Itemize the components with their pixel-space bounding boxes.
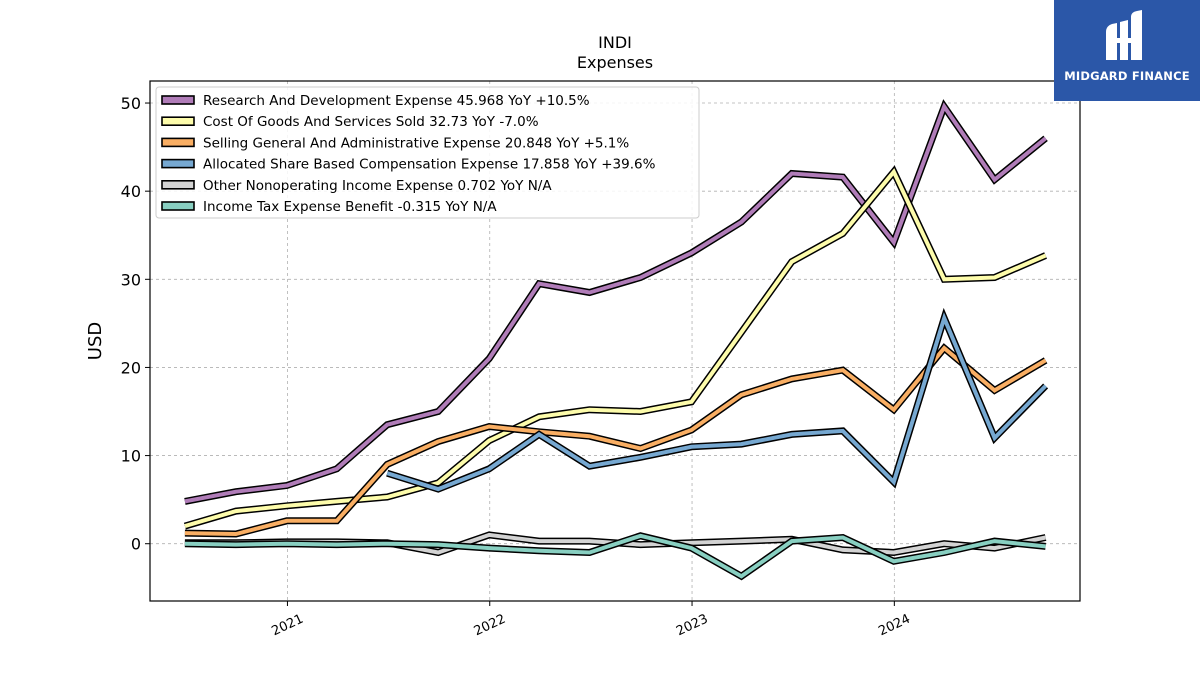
y-axis: 0 10 20 30 40 50	[121, 94, 150, 554]
y-tick-label: 10	[121, 447, 141, 466]
y-tick-label: 40	[121, 182, 141, 201]
legend: Research And Development Expense 45.968 …	[155, 86, 700, 219]
logo-mark-icon	[1106, 10, 1142, 60]
legend-swatch	[161, 201, 195, 211]
legend-swatch	[161, 158, 195, 169]
legend-swatch	[161, 137, 195, 148]
legend-box	[155, 86, 700, 219]
series-line	[184, 168, 1047, 529]
series-line	[184, 345, 1047, 537]
x-axis: 2021 2022 2023 2024	[269, 601, 913, 640]
series-1	[183, 165, 1047, 530]
x-tick-label: 2023	[674, 612, 710, 640]
series-layer	[183, 99, 1049, 581]
y-tick-label: 0	[131, 535, 141, 554]
legend-entry: Research And Development Expense 45.968 …	[203, 93, 590, 109]
legend-entry: Other Nonoperating Income Expense 0.702 …	[203, 178, 552, 194]
x-tick-label: 2024	[876, 612, 912, 640]
legend-swatch	[161, 180, 195, 190]
y-tick-label: 20	[121, 358, 141, 377]
y-tick-label: 50	[121, 94, 141, 113]
x-tick-label: 2021	[269, 612, 305, 640]
legend-entry: Allocated Share Based Compensation Expen…	[203, 157, 656, 173]
chart-title: INDI	[598, 33, 632, 52]
series-3	[386, 307, 1049, 493]
legend-swatch	[161, 95, 195, 105]
legend-entry: Selling General And Administrative Expen…	[203, 135, 629, 151]
y-tick-label: 30	[121, 270, 141, 289]
plot-frame	[149, 80, 1081, 602]
x-tick-label: 2022	[472, 612, 508, 640]
series-outline	[386, 307, 1049, 493]
logo-text: MIDGARD FINANCE	[1064, 69, 1190, 83]
y-axis-label: USD	[85, 322, 106, 360]
series-line	[386, 312, 1048, 492]
legend-entry: Income Tax Expense Benefit -0.315 YoY N/…	[203, 199, 497, 215]
company-logo: MIDGARD FINANCE	[1054, 0, 1200, 101]
series-2	[184, 343, 1048, 538]
chart-subtitle: Expenses	[577, 53, 653, 72]
legend-entry: Cost Of Goods And Services Sold 32.73 Yo…	[203, 114, 539, 130]
series-line	[184, 533, 1046, 579]
series-0	[184, 99, 1048, 505]
series-line	[184, 102, 1047, 504]
series-5	[184, 532, 1046, 581]
legend-swatch	[161, 116, 195, 126]
